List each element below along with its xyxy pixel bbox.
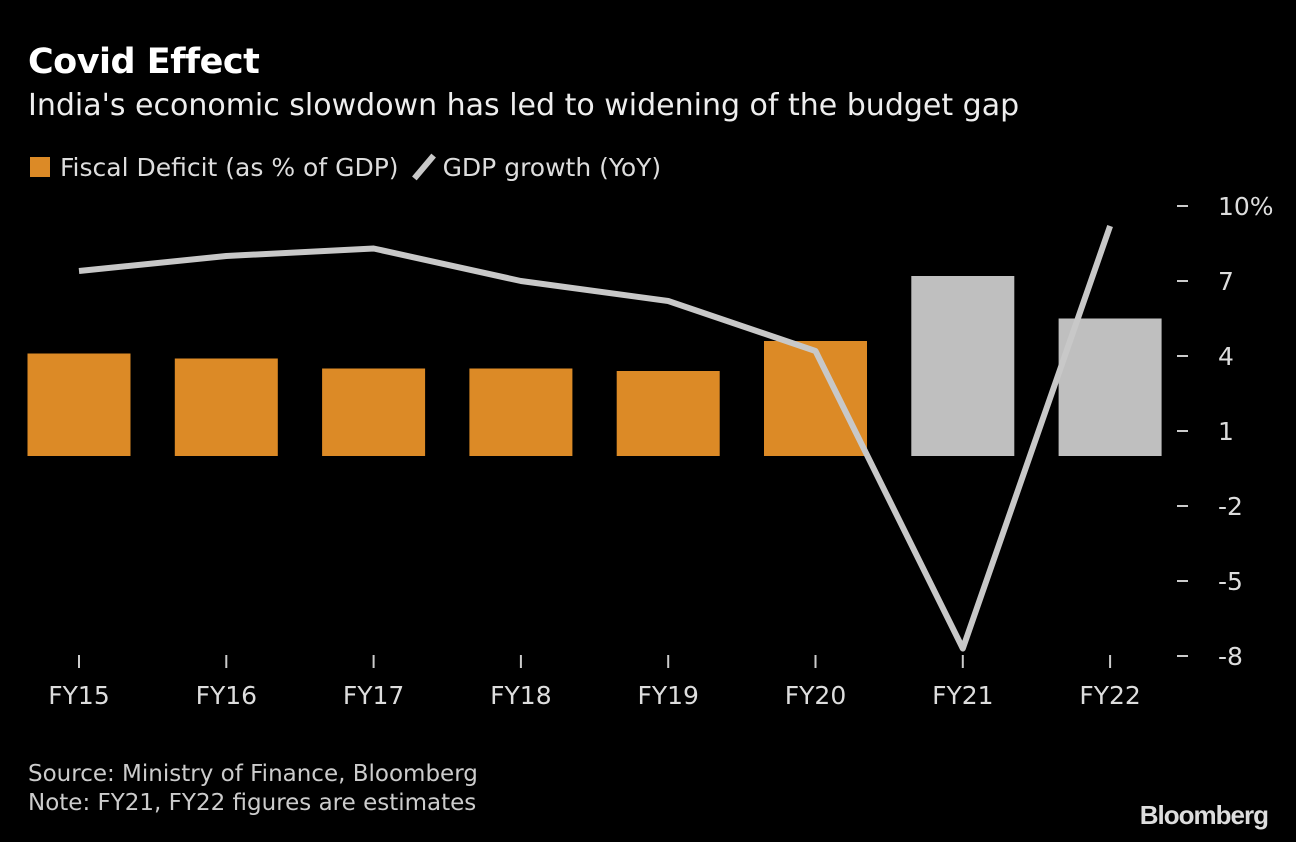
x-tick-label: FY22 <box>1079 681 1140 710</box>
source-text: Source: Ministry of Finance, Bloomberg <box>28 761 478 787</box>
x-tick-label: FY17 <box>343 681 404 710</box>
y-tick-label: -2 <box>1218 492 1243 521</box>
bloomberg-logo: Bloomberg <box>1139 800 1269 830</box>
bar-FY17 <box>322 368 426 456</box>
bar-FY20 <box>764 341 867 456</box>
x-tick-label: FY21 <box>932 681 993 710</box>
y-tick-label: 7 <box>1218 267 1234 296</box>
y-tick-label: -8 <box>1218 642 1243 671</box>
legend-label-gdp: GDP growth (YoY) <box>442 152 662 182</box>
gdp-growth-line <box>78 225 1113 652</box>
y-tick-label: 10% <box>1218 192 1274 221</box>
legend-label-deficit: Fiscal Deficit (as % of GDP) <box>60 152 399 182</box>
footnotes: Source: Ministry of Finance, Bloomberg N… <box>28 760 478 818</box>
chart-title: Covid Effect <box>28 42 260 82</box>
note-text: Note: FY21, FY22 figures are estimates <box>28 790 477 816</box>
bar-FY21 <box>911 276 1015 456</box>
legend-bar-swatch <box>30 157 50 177</box>
x-tick-label: FY15 <box>48 681 109 710</box>
bar-FY22 <box>1058 318 1162 456</box>
x-tick-label: FY19 <box>637 681 698 710</box>
chart-subtitle: India's economic slowdown has led to wid… <box>28 88 1020 123</box>
legend: Fiscal Deficit (as % of GDP) GDP growth … <box>30 152 661 182</box>
y-tick-label: -5 <box>1218 567 1243 596</box>
bar-FY19 <box>616 371 720 456</box>
bar-FY16 <box>174 358 278 456</box>
y-tick-label: 4 <box>1218 342 1234 371</box>
bar-FY18 <box>469 368 573 456</box>
x-tick-label: FY20 <box>785 681 846 710</box>
y-tick-label: 1 <box>1218 417 1234 446</box>
bar-FY15 <box>27 353 131 456</box>
x-tick-label: FY16 <box>196 681 257 710</box>
x-tick-label: FY18 <box>490 681 551 710</box>
